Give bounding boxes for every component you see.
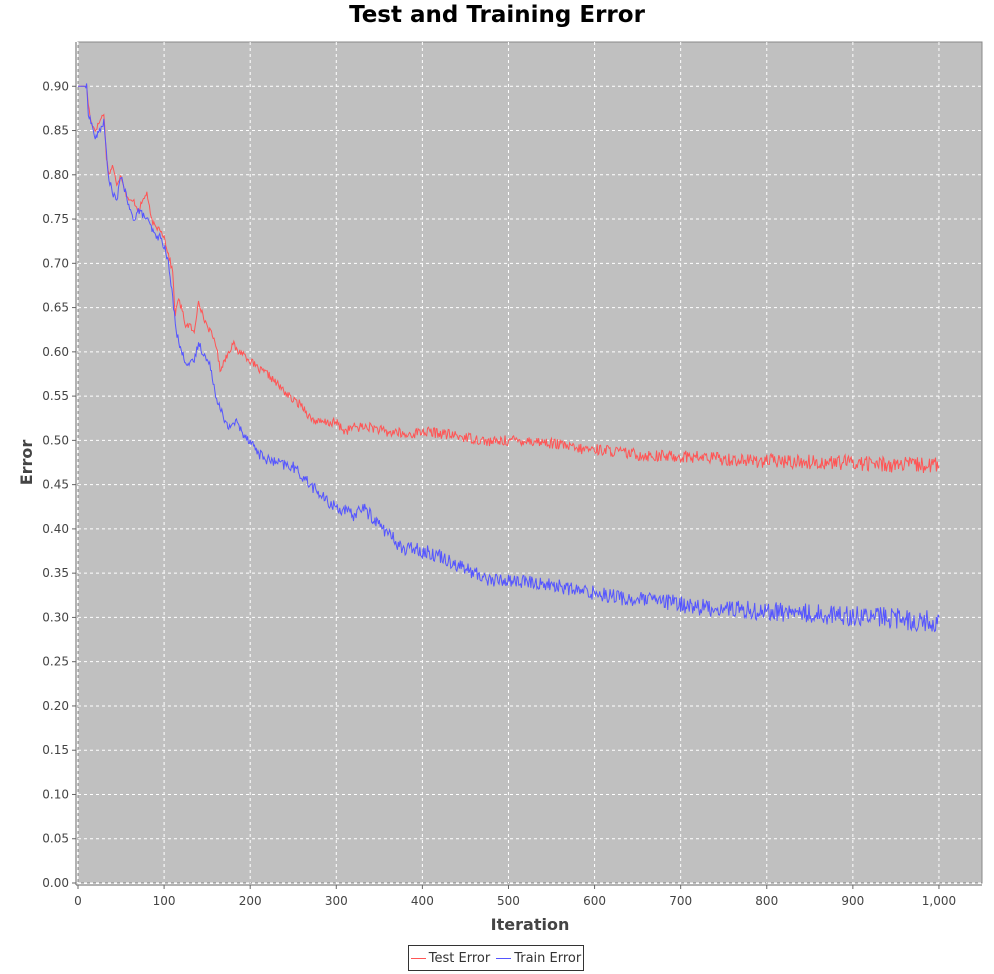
x-tick-label: 300 [325,894,348,908]
y-tick-label: 0.05 [42,832,69,846]
x-tick-label: 1,000 [922,894,956,908]
y-tick-label: 0.15 [42,743,69,757]
legend-label-test-error: Test Error [428,950,491,966]
y-tick-label: 0.40 [42,522,69,536]
plot-background [77,41,983,884]
legend-swatch-train-error [496,957,512,959]
x-axis-title: Iteration [491,915,570,934]
x-tick-label: 0 [74,894,82,908]
y-tick-label: 0.65 [42,301,69,315]
x-tick-label: 600 [583,894,606,908]
series-line-0 [78,84,940,474]
axes [72,42,982,889]
y-tick-label: 0.50 [42,433,69,447]
y-tick-label: 0.35 [42,566,69,580]
tick-labels: 0 100 200 300 400 500 600 700 800 900 1,000 0.00 0.0… [42,79,956,908]
legend-label-train-error: Train Error [514,950,582,966]
y-tick-label: 0.25 [42,655,69,669]
legend-item-train-error: Train Error [496,951,581,966]
y-tick-label: 0.10 [42,787,69,801]
y-tick-label: 0.85 [42,124,69,138]
series-line-1 [78,83,940,633]
x-tick-label: 500 [497,894,520,908]
chart-title: Test and Training Error [349,2,645,28]
x-tick-label: 400 [411,894,434,908]
x-tick-label: 700 [669,894,692,908]
y-tick-label: 0.75 [42,212,69,226]
x-tick-label: 200 [239,894,262,908]
y-tick-label: 0.00 [42,876,69,890]
y-axis-title: Error [17,440,36,486]
y-tick-label: 0.80 [42,168,69,182]
x-tick-label: 100 [153,894,176,908]
y-tick-label: 0.70 [42,256,69,270]
y-tick-label: 0.55 [42,389,69,403]
legend-swatch-test-error [410,957,426,959]
y-tick-label: 0.90 [42,79,69,93]
y-tick-label: 0.30 [42,610,69,624]
x-tick-label: 800 [755,894,778,908]
legend-item-test-error: Test Error [410,950,491,966]
legend: Test Error Train Error [408,945,584,971]
y-tick-label: 0.20 [42,699,69,713]
y-tick-label: 0.45 [42,478,69,492]
series-layer [78,83,940,633]
y-tick-label: 0.60 [42,345,69,359]
x-tick-label: 900 [841,894,864,908]
